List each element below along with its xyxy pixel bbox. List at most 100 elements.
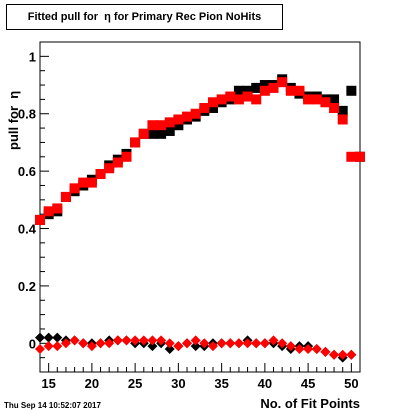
chart-title-box: Fitted pull for η for Primary Rec Pion N… — [6, 4, 283, 30]
data-point-square — [242, 91, 253, 102]
data-point-square — [251, 82, 262, 93]
data-point-square — [147, 128, 158, 139]
data-point-square — [173, 114, 184, 125]
data-point-diamond — [346, 349, 357, 360]
y-axis: 0 0.2 0.4 0.6 0.8 1 — [18, 41, 49, 373]
y-axis-label-box: pull for η — [6, 40, 24, 160]
data-point-diamond — [233, 338, 244, 349]
y-tick-label: 0 — [29, 336, 36, 351]
data-point-square — [130, 137, 141, 148]
x-tick-label: 20 — [85, 376, 99, 391]
plot-frame — [39, 41, 361, 373]
data-point-diamond — [285, 341, 296, 352]
data-point-square — [86, 177, 97, 188]
data-point-diamond — [43, 332, 54, 343]
data-point-square — [337, 114, 348, 125]
data-point-diamond — [121, 335, 132, 346]
data-point-diamond — [329, 349, 340, 360]
y-axis-label: pull for η — [6, 90, 21, 150]
x-tick-label: 45 — [301, 376, 315, 391]
data-point-square — [225, 91, 236, 102]
data-point-diamond — [268, 335, 279, 346]
data-point-square — [69, 183, 80, 194]
data-point-diamond — [337, 349, 348, 360]
data-point-square — [346, 85, 357, 96]
data-point-diamond — [216, 338, 227, 349]
data-point-square — [78, 177, 89, 188]
data-point-diamond — [78, 338, 89, 349]
data-point-diamond — [303, 344, 314, 355]
data-point-square — [52, 203, 63, 214]
data-point-diamond — [294, 344, 305, 355]
data-point-square — [147, 120, 158, 131]
data-point-square — [329, 103, 340, 113]
y-tick-label: 0.6 — [18, 164, 36, 179]
data-point-diamond — [112, 335, 123, 346]
data-point-square — [285, 85, 296, 96]
timestamp-label: Thu Sep 14 10:52:07 2017 — [4, 401, 101, 410]
data-point-diamond — [190, 335, 201, 346]
x-axis-label: No. of Fit Points — [260, 396, 360, 411]
data-point-diamond — [147, 335, 158, 346]
data-point-diamond — [225, 338, 236, 349]
data-point-square — [268, 82, 279, 93]
data-point-square — [121, 151, 132, 162]
data-point-square — [346, 151, 357, 162]
data-point-square — [311, 94, 322, 105]
data-point-square — [355, 151, 365, 162]
data-point-square — [173, 120, 184, 131]
data-point-diamond — [199, 338, 210, 349]
data-point-diamond — [138, 335, 149, 346]
data-point-square — [60, 191, 71, 202]
data-point-square — [320, 97, 331, 108]
data-point-square — [138, 128, 149, 139]
data-point-square — [182, 111, 193, 122]
data-point-square — [303, 94, 314, 105]
data-point-square — [35, 214, 45, 225]
data-point-diamond — [156, 335, 167, 346]
y-tick-label: 1 — [29, 49, 36, 64]
data-point-square — [156, 120, 167, 131]
data-point-diamond — [277, 338, 288, 349]
data-point-square — [164, 117, 175, 128]
data-point-diamond — [60, 338, 71, 349]
x-tick-label: 15 — [41, 376, 55, 391]
data-point-square — [164, 125, 175, 136]
y-tick-label: 0.4 — [18, 222, 37, 237]
data-point-diamond — [164, 338, 175, 349]
data-point-diamond — [207, 341, 218, 352]
data-point-diamond — [52, 341, 63, 352]
data-point-diamond — [147, 341, 158, 352]
data-points — [35, 74, 365, 363]
data-point-diamond — [43, 341, 54, 352]
data-point-square — [190, 108, 201, 119]
data-point-square — [242, 85, 253, 96]
chart-title: Fitted pull for η for Primary Rec Pion N… — [27, 11, 262, 23]
data-point-square — [43, 206, 54, 217]
x-tick-label: 30 — [171, 376, 185, 391]
data-point-square — [199, 103, 210, 113]
y-tick-label: 0.8 — [18, 107, 36, 122]
data-point-square — [216, 94, 227, 105]
data-point-diamond — [52, 332, 63, 343]
data-point-square — [104, 163, 115, 174]
x-tick-label: 25 — [128, 376, 142, 391]
data-point-square — [233, 94, 244, 105]
data-point-square — [294, 85, 305, 96]
y-tick-label: 0.2 — [18, 279, 36, 294]
data-point-diamond — [104, 338, 115, 349]
data-point-diamond — [69, 335, 80, 346]
data-point-diamond — [242, 338, 253, 349]
data-point-square — [207, 97, 218, 108]
x-tick-label: 50 — [344, 376, 358, 391]
data-point-diamond — [95, 338, 106, 349]
data-point-square — [233, 85, 244, 96]
data-point-square — [277, 77, 288, 88]
data-point-square — [337, 105, 348, 116]
x-tick-label: 35 — [214, 376, 228, 391]
data-point-diamond — [311, 344, 322, 355]
data-point-diamond — [320, 346, 331, 357]
data-point-square — [259, 80, 270, 91]
data-point-diamond — [130, 335, 141, 346]
